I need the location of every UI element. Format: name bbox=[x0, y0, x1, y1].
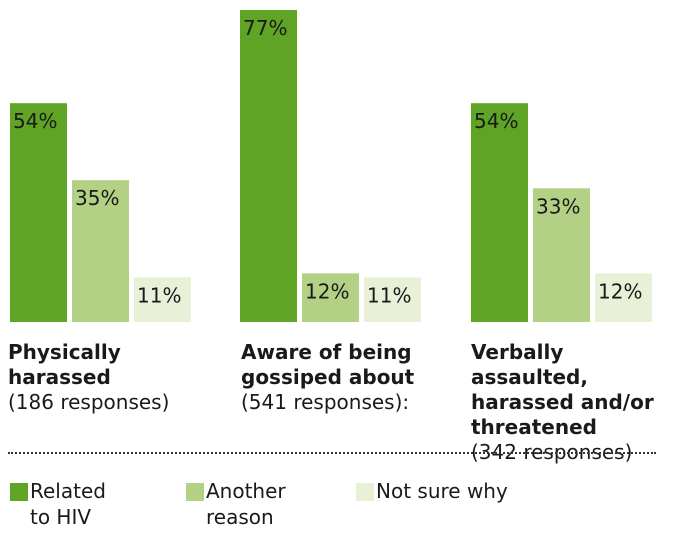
bar-2-3 bbox=[364, 277, 421, 322]
bar-chart: 54% 35% 11% 77% 12% 11% 54% 33% 12% bbox=[10, 10, 652, 323]
category-title-line: Physically bbox=[8, 340, 121, 364]
bar-label-2-2: 12% bbox=[305, 279, 349, 303]
bar-label-1-3: 11% bbox=[137, 283, 181, 307]
bar-label-3-2: 33% bbox=[536, 194, 580, 218]
legend-label: Another reason bbox=[206, 479, 286, 529]
category-responses: (541 responses): bbox=[241, 390, 410, 414]
bar-2-1 bbox=[240, 10, 297, 322]
category-title-line: threatened bbox=[471, 415, 597, 439]
category-responses: (186 responses) bbox=[8, 390, 170, 414]
category-label-2: Aware of being gossiped about (541 respons… bbox=[241, 340, 414, 415]
category-title-line: Verbally assaulted, bbox=[471, 340, 588, 389]
dotted-divider bbox=[8, 452, 656, 454]
category-title-line: harassed and/or bbox=[471, 390, 654, 414]
category-label-3: Verbally assaulted, harassed and/or threat… bbox=[471, 340, 686, 465]
category-title-line: harassed bbox=[8, 365, 111, 389]
legend-swatch bbox=[186, 483, 204, 501]
bar-label-1-2: 35% bbox=[75, 186, 119, 210]
bar-1-3 bbox=[134, 277, 191, 322]
category-title-line: Aware of being bbox=[241, 340, 412, 364]
bar-3-3 bbox=[595, 273, 652, 322]
legend-item-3: Not sure why bbox=[356, 478, 556, 534]
category-title-line: gossiped about bbox=[241, 365, 415, 389]
legend-swatch bbox=[10, 483, 28, 501]
legend-label: Not sure why bbox=[376, 479, 508, 503]
bar-label-3-1: 54% bbox=[474, 109, 518, 133]
bar-2-2 bbox=[302, 273, 359, 322]
legend-label: Related to HIV bbox=[30, 479, 106, 529]
bar-label-2-3: 11% bbox=[367, 283, 411, 307]
category-label-1: Physically harassed (186 responses) bbox=[8, 340, 169, 415]
legend-swatch bbox=[356, 483, 374, 501]
bar-3-2 bbox=[533, 188, 590, 322]
legend-item-1: Related to HIV bbox=[10, 478, 210, 534]
bar-3-1 bbox=[471, 103, 528, 323]
bar-label-1-1: 54% bbox=[13, 109, 57, 133]
legend-item-2: Another reason bbox=[186, 478, 386, 534]
bar-1-2 bbox=[72, 180, 129, 322]
bar-label-3-3: 12% bbox=[598, 279, 642, 303]
bar-label-2-1: 77% bbox=[243, 16, 287, 40]
bar-1-1 bbox=[10, 103, 67, 323]
